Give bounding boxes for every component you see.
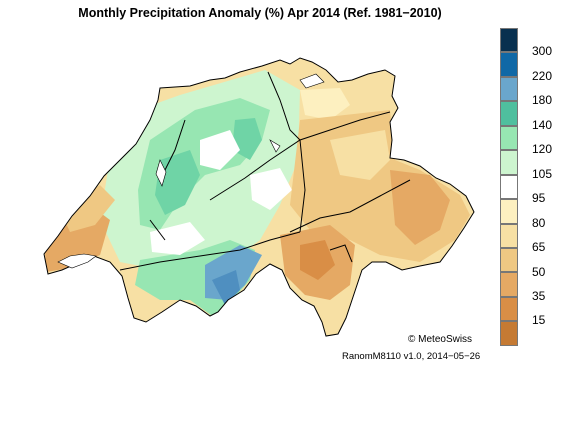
version-text: RanomM8110 v1.0, 2014−05−26 (342, 351, 481, 362)
legend-swatch (500, 223, 518, 248)
legend-label: 300 (532, 44, 553, 59)
legend-swatch (500, 150, 518, 175)
map-title: Monthly Precipitation Anomaly (%) Apr 20… (78, 6, 442, 20)
legend-swatch (500, 28, 518, 53)
legend-label: 95 (532, 191, 546, 206)
legend-label: 35 (532, 288, 546, 303)
legend-swatch (500, 76, 518, 102)
legend-swatch (500, 125, 518, 151)
legend-swatch (500, 247, 518, 273)
legend-swatch (500, 101, 518, 126)
color-legend (500, 28, 518, 346)
legend-swatch (500, 174, 518, 200)
legend-swatch (500, 272, 518, 297)
legend-label: 120 (532, 142, 553, 157)
legend-swatch (500, 321, 518, 346)
legend-swatch (500, 199, 518, 224)
copyright-text: © MeteoSwiss (408, 334, 473, 345)
lakes (57, 73, 325, 269)
legend-swatch (500, 296, 518, 322)
legend-label: 180 (532, 93, 553, 108)
legend-label: 80 (532, 215, 546, 230)
legend-label: 15 (532, 313, 546, 328)
legend-label: 105 (532, 166, 553, 181)
legend-label: 220 (532, 68, 553, 83)
precipitation-field (44, 58, 474, 336)
legend-label: 65 (532, 240, 546, 255)
legend-label: 50 (532, 264, 546, 279)
legend-label: 140 (532, 117, 553, 132)
legend-swatch (500, 52, 518, 77)
